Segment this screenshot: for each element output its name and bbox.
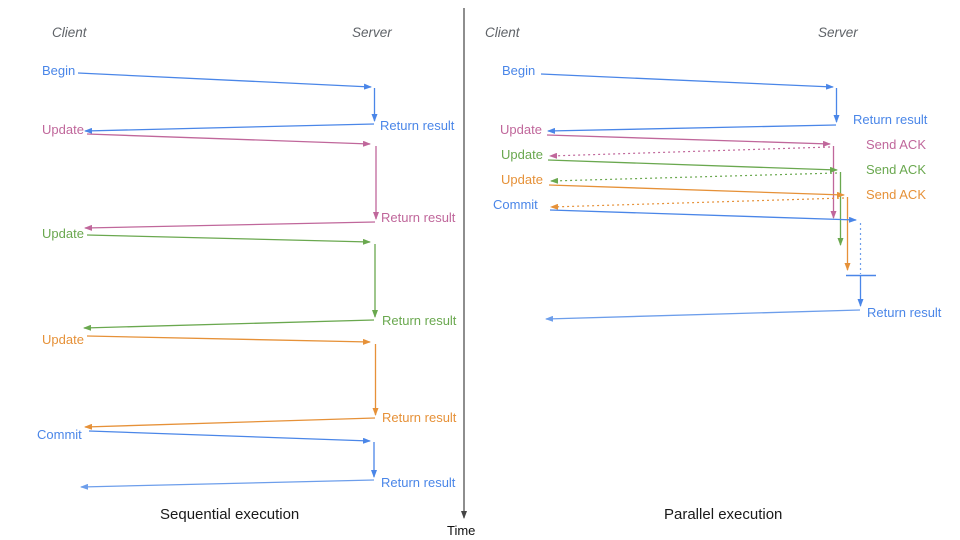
right-commit-return-arrow [545, 309, 861, 322]
left-commit-return-arrow [80, 479, 375, 490]
left-client-header: Client [52, 25, 87, 40]
right-update3-label: Update [501, 172, 543, 187]
left-return2-label: Return result [381, 210, 456, 225]
right-return2-label: Return result [867, 305, 942, 320]
left-update1-request-arrow [86, 133, 371, 147]
right-update1-ack-arrow [549, 146, 831, 159]
left-update2-request-arrow [86, 234, 371, 245]
right-begin-label: Begin [502, 63, 536, 78]
left-update3-label: Update [42, 332, 84, 347]
right-commit-request-arrow [549, 209, 857, 223]
left-update1-label: Update [42, 122, 84, 137]
left-commit-label: Commit [37, 427, 82, 442]
left-commit-request-arrow [88, 430, 371, 444]
right-commit-label: Commit [493, 197, 538, 212]
right-server-header: Server [818, 25, 858, 40]
left-update3-return-arrow [84, 417, 376, 430]
left-return4-label: Return result [382, 410, 457, 425]
right-return1-label: Return result [853, 112, 928, 127]
left-begin-label: Begin [42, 63, 76, 78]
right-client-header: Client [485, 25, 520, 40]
time-axis-label: Time [447, 523, 476, 538]
left-update2-return-arrow [83, 319, 375, 331]
right-ack1-label: Send ACK [866, 137, 926, 152]
right-caption: Parallel execution [664, 506, 783, 523]
left-return1-label: Return result [380, 118, 455, 133]
left-begin-request-arrow [77, 72, 372, 90]
left-caption: Sequential execution [160, 506, 300, 523]
right-update3-request-arrow [548, 184, 845, 198]
right-update3-ack-arrow [550, 197, 845, 210]
right-ack2-label: Send ACK [866, 162, 926, 177]
right-update1-request-arrow [546, 134, 831, 147]
left-return5-label: Return result [381, 475, 456, 490]
left-server-header: Server [352, 25, 392, 40]
right-ack3-label: Send ACK [866, 187, 926, 202]
right-update2-request-arrow [547, 159, 838, 173]
left-update3-request-arrow [86, 335, 371, 345]
right-begin-return-arrow [547, 124, 837, 134]
right-update1-label: Update [500, 122, 542, 137]
right-update2-label: Update [501, 147, 543, 162]
left-update1-return-arrow [84, 221, 376, 231]
left-update2-label: Update [42, 226, 84, 241]
left-return3-label: Return result [382, 313, 457, 328]
right-begin-request-arrow [540, 73, 834, 90]
left-begin-return-arrow [84, 123, 375, 134]
right-update2-ack-arrow [550, 172, 838, 184]
